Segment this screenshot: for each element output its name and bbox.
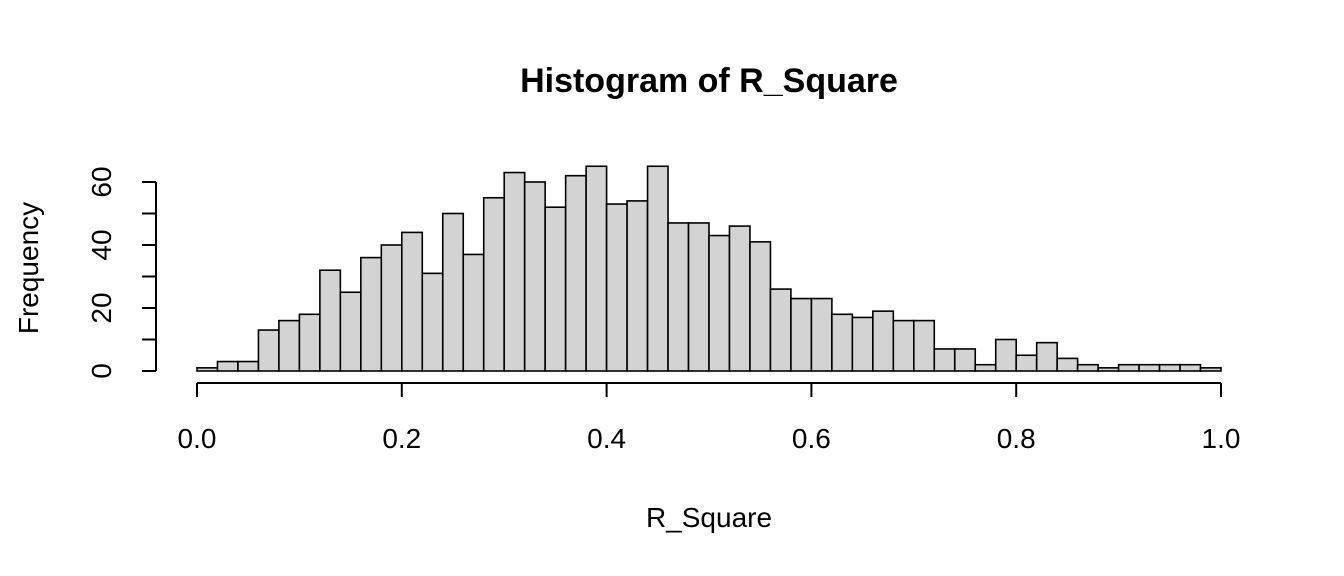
y-axis: 0 20 40 60 xyxy=(86,166,157,379)
histogram-bar xyxy=(749,241,772,372)
histogram-bar xyxy=(421,272,444,372)
x-axis: 0.0 0.2 0.4 0.6 0.8 1.0 xyxy=(178,382,1241,454)
histogram-bar xyxy=(339,291,362,372)
histogram-bar xyxy=(728,225,751,372)
histogram-bar xyxy=(523,181,546,372)
histogram-bar xyxy=(319,269,342,372)
y-axis-label: Frequency xyxy=(13,202,44,334)
histogram-bar xyxy=(585,165,608,372)
histogram-bar xyxy=(646,165,669,372)
histogram-bar xyxy=(1015,354,1038,372)
histogram-bar xyxy=(605,203,628,372)
histogram-bar xyxy=(769,288,792,372)
histogram-bar xyxy=(708,234,731,372)
histogram-bar xyxy=(831,313,854,372)
y-tick-label: 20 xyxy=(86,292,117,323)
histogram-bar xyxy=(667,222,690,372)
histogram-bar xyxy=(196,367,219,372)
histogram-bar xyxy=(687,222,710,372)
histogram-bar xyxy=(257,329,280,372)
y-tick-label: 0 xyxy=(86,363,117,379)
y-tick-label: 40 xyxy=(86,229,117,260)
histogram-bars xyxy=(196,165,1222,372)
histogram-bar xyxy=(564,174,587,372)
histogram-bar xyxy=(380,244,403,372)
histogram-bar xyxy=(360,256,383,372)
histogram-bar xyxy=(1158,363,1181,372)
chart-title: Histogram of R_Square xyxy=(520,62,898,100)
histogram-bar xyxy=(237,360,260,372)
x-tick-label: 1.0 xyxy=(1202,423,1241,454)
x-tick-label: 0.8 xyxy=(997,423,1036,454)
histogram-bar xyxy=(790,297,813,372)
histogram-bar xyxy=(1056,357,1079,372)
x-tick-label: 0.4 xyxy=(587,423,626,454)
histogram-bar xyxy=(933,348,956,372)
histogram-bar xyxy=(851,316,874,372)
histogram-bar xyxy=(974,363,997,372)
histogram-bar xyxy=(1117,363,1140,372)
histogram-bar xyxy=(892,319,915,372)
histogram-bar xyxy=(1035,341,1058,372)
y-tick-label: 60 xyxy=(86,166,117,197)
histogram-bar xyxy=(1097,367,1120,372)
histogram-bar xyxy=(872,310,895,372)
histogram-bar xyxy=(462,253,485,372)
x-tick-label: 0.0 xyxy=(178,423,217,454)
histogram-bar xyxy=(626,200,649,372)
histogram-bar xyxy=(1076,363,1099,372)
histogram-bar xyxy=(400,231,424,372)
x-axis-label: R_Square xyxy=(646,502,772,533)
histogram-bar xyxy=(216,360,239,372)
histogram-bar xyxy=(994,338,1017,372)
histogram-bar xyxy=(1179,363,1202,372)
histogram-bar xyxy=(278,319,301,372)
histogram-bar xyxy=(953,348,977,372)
x-tick-label: 0.6 xyxy=(792,423,831,454)
histogram-bar xyxy=(482,196,506,372)
histogram-bar xyxy=(912,319,936,372)
histogram-bar xyxy=(441,212,465,372)
histogram-bar xyxy=(810,297,833,372)
histogram-bar xyxy=(544,206,567,372)
histogram-bar xyxy=(298,313,321,372)
histogram-bar xyxy=(1138,363,1161,372)
histogram-bar xyxy=(503,171,526,372)
x-tick-label: 0.2 xyxy=(382,423,421,454)
histogram-bar xyxy=(1199,367,1222,372)
